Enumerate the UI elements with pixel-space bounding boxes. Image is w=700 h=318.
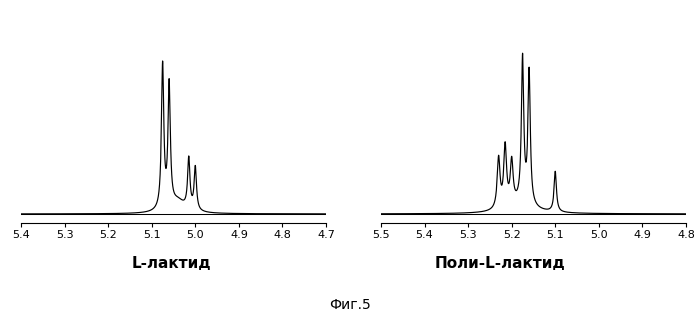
Text: Поли-L-лактид: Поли-L-лактид (435, 256, 566, 272)
Text: Фиг.5: Фиг.5 (329, 298, 371, 312)
Text: L-лактид: L-лактид (132, 256, 211, 272)
